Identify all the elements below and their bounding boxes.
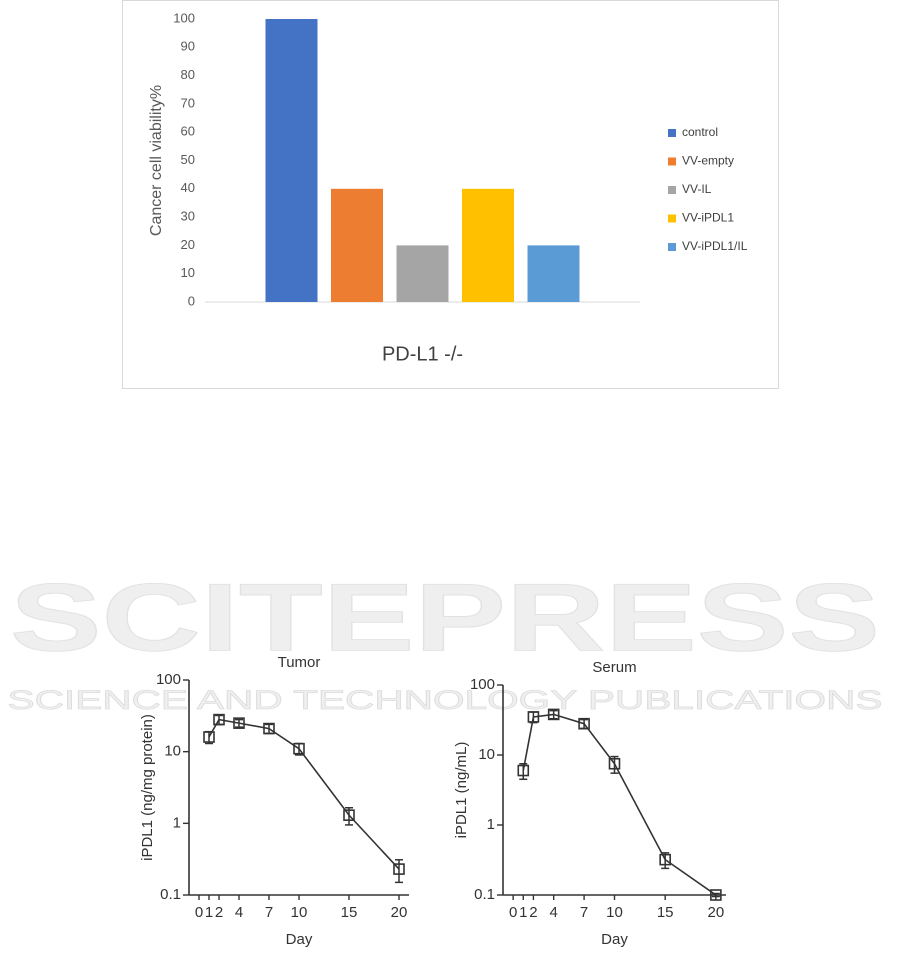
error-bar <box>519 762 528 781</box>
legend-swatch <box>668 214 676 223</box>
error-bar <box>265 723 273 735</box>
y-tick-label: 0.1 <box>160 886 181 903</box>
data-marker <box>517 764 530 777</box>
legend-label: VV-IL <box>682 182 712 196</box>
chart-title: Serum <box>592 659 636 676</box>
bar <box>527 245 580 302</box>
x-tick-label: 0 <box>509 904 517 921</box>
data-marker <box>710 889 722 901</box>
legend-label: VV-iPDL1 <box>682 211 734 225</box>
data-marker <box>393 863 405 875</box>
data-marker <box>608 757 621 770</box>
x-tick-label: 15 <box>341 904 358 921</box>
y-tick-label: 1 <box>487 816 495 833</box>
data-line <box>522 713 717 896</box>
x-tick-label: 0 <box>195 904 203 921</box>
error-bar <box>235 718 243 728</box>
x-tick-label: 10 <box>291 904 308 921</box>
x-tick-label: 1 <box>205 904 213 921</box>
x-tick-label: 15 <box>657 904 674 921</box>
x-tick-label: 2 <box>529 904 537 921</box>
x-tick-label: 2 <box>215 904 223 921</box>
watermark-subtitle: SCIENCE AND TECHNOLOGY PUBLICATIONS <box>8 685 883 715</box>
y-axis-label: Cancer cell viability% <box>148 85 165 236</box>
y-tick-label: 70 <box>181 95 195 110</box>
y-tick-label: 0 <box>188 293 195 308</box>
x-tick-label: 10 <box>606 904 623 921</box>
data-marker <box>263 722 275 735</box>
y-tick-label: 40 <box>181 180 195 195</box>
legend-swatch <box>668 157 676 166</box>
y-tick-label: 80 <box>181 67 195 82</box>
x-tick-label: 7 <box>580 904 588 921</box>
y-tick-label: 10 <box>478 746 495 763</box>
data-marker <box>578 717 590 730</box>
bar-chart: 0 10 20 30 40 50 60 70 80 90 100 PD-L1 -/- Cancer ce… <box>122 0 779 389</box>
legend-swatch <box>668 243 676 251</box>
legend-label: VV-empty <box>682 154 734 168</box>
y-tick-label: 1 <box>173 814 181 831</box>
y-tick-label: 100 <box>470 676 495 693</box>
x-tick-label: 1 <box>519 904 527 921</box>
x-tick-label: 4 <box>550 904 558 921</box>
y-axis-label: iPDL1 (ng/mg protein) <box>139 714 156 861</box>
y-tick-label: 50 <box>181 152 195 167</box>
legend-label: VV-iPDL1/IL <box>682 239 748 253</box>
y-tick-label: 100 <box>173 10 195 25</box>
data-line <box>208 718 400 870</box>
data-marker <box>659 853 671 866</box>
x-axis-label: Day <box>601 931 628 948</box>
error-bar <box>395 859 403 884</box>
y-tick-label: 60 <box>181 124 195 139</box>
data-marker <box>233 717 245 729</box>
y-tick-label: 100 <box>156 671 181 688</box>
bar <box>265 19 318 302</box>
y-tick-label: 30 <box>181 209 195 224</box>
y-tick-label: 20 <box>181 237 195 252</box>
x-tick-label: 20 <box>708 904 725 921</box>
bar <box>462 188 514 302</box>
x-tick-label: 7 <box>265 904 273 921</box>
data-marker <box>213 713 225 726</box>
y-tick-label: 0.1 <box>474 886 495 903</box>
y-axis-label: iPDL1 (ng/mL) <box>453 742 470 839</box>
data-marker <box>547 708 560 721</box>
y-tick-label: 90 <box>181 39 195 54</box>
bar <box>331 188 383 302</box>
x-tick-label: 4 <box>235 904 243 921</box>
x-category-label: PD-L1 -/- <box>382 343 463 365</box>
error-bar <box>661 852 670 870</box>
data-marker <box>293 742 305 755</box>
data-marker <box>203 731 215 743</box>
legend-swatch <box>668 129 676 137</box>
legend-swatch <box>668 186 676 194</box>
chart-title: Tumor <box>278 654 321 671</box>
error-bar <box>711 892 720 898</box>
chart-frame <box>122 0 779 389</box>
bar <box>396 245 449 302</box>
x-axis-label: Day <box>286 931 313 948</box>
x-tick-label: 20 <box>391 904 408 921</box>
data-marker <box>527 711 540 723</box>
watermark-title: SCITEPRESS <box>10 564 880 671</box>
data-marker <box>343 809 355 821</box>
legend-label: control <box>682 125 718 139</box>
y-tick-label: 10 <box>181 265 195 280</box>
y-tick-label: 10 <box>164 743 181 760</box>
